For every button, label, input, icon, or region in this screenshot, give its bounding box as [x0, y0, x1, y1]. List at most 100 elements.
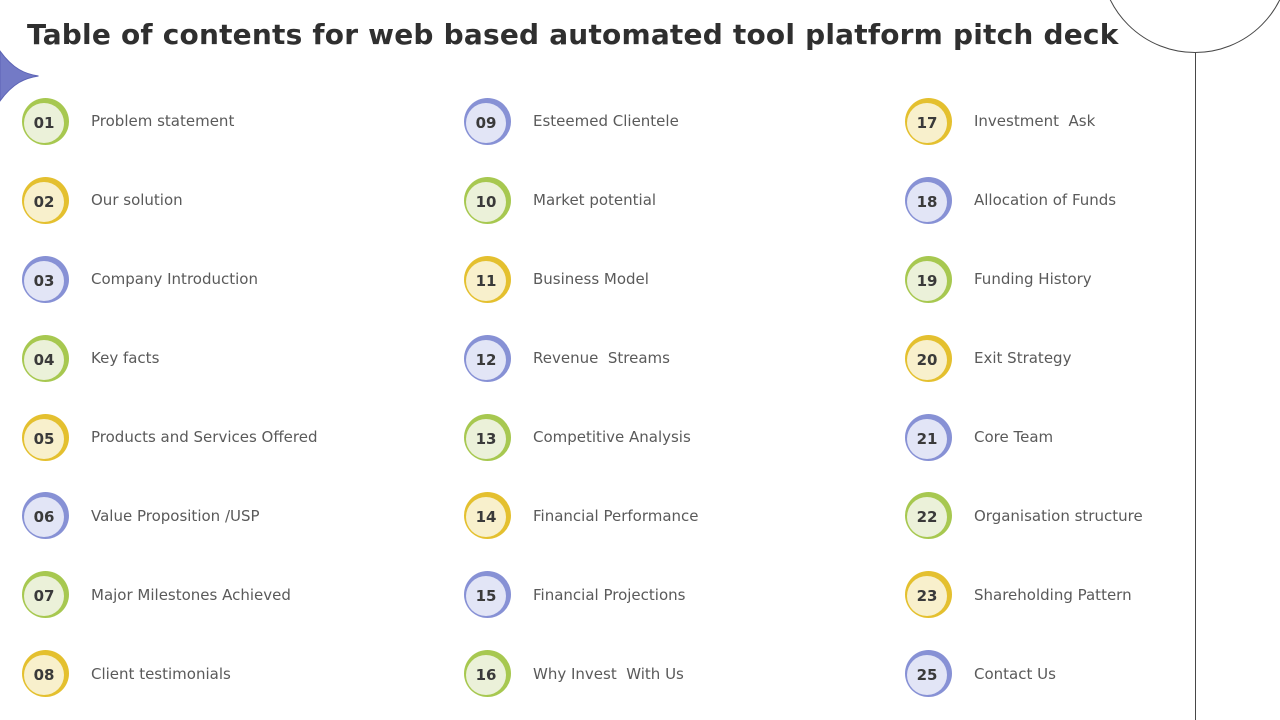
- item-label: Products and Services Offered: [91, 428, 318, 446]
- item-number-badge: 05: [22, 413, 69, 461]
- item-number-badge: 15: [464, 571, 511, 619]
- item-label: Value Proposition /USP: [91, 506, 260, 525]
- item-number: 09: [475, 113, 497, 132]
- toc-column-3: 17 Investment Ask 18 Allocation of Funds…: [905, 82, 1185, 713]
- item-number-badge: 03: [22, 255, 69, 303]
- accent-arrow-path: [0, 50, 39, 102]
- item-number-badge-fill: 11: [466, 260, 506, 301]
- toc-item-23[interactable]: 23 Shareholding Pattern: [905, 555, 1185, 634]
- item-label: Competitive Analysis: [533, 428, 691, 446]
- item-number-badge: 17: [905, 97, 952, 145]
- item-number: 01: [33, 113, 55, 132]
- toc-item-10[interactable]: 10 Market potential: [464, 161, 884, 240]
- toc-item-16[interactable]: 16 Why Invest With Us: [464, 634, 884, 713]
- item-number: 07: [33, 587, 55, 606]
- item-number: 03: [33, 271, 55, 290]
- item-number: 13: [475, 429, 497, 448]
- item-number-badge-fill: 08: [24, 655, 64, 696]
- item-number-badge-fill: 09: [466, 102, 506, 143]
- toc-item-17[interactable]: 17 Investment Ask: [905, 82, 1185, 161]
- item-number-badge: 16: [464, 650, 511, 698]
- toc-item-06[interactable]: 06 Value Proposition /USP: [22, 476, 442, 555]
- toc-item-22[interactable]: 22 Organisation structure: [905, 476, 1185, 555]
- item-number-badge: 02: [22, 176, 69, 224]
- toc-item-25[interactable]: 25 Contact Us: [905, 634, 1185, 713]
- item-number-badge-fill: 25: [907, 655, 947, 696]
- item-number-badge: 09: [464, 97, 511, 145]
- item-number: 20: [916, 350, 938, 369]
- item-number-badge: 07: [22, 571, 69, 619]
- item-label: Company Introduction: [91, 270, 258, 289]
- item-number-badge: 22: [905, 492, 952, 540]
- toc-item-01[interactable]: 01 Problem statement: [22, 82, 442, 161]
- item-label: Client testimonials: [91, 664, 231, 683]
- item-number: 19: [916, 271, 938, 290]
- item-number-badge-fill: 13: [466, 418, 506, 459]
- item-label: Revenue Streams: [533, 349, 670, 368]
- toc-item-07[interactable]: 07 Major Milestones Achieved: [22, 555, 442, 634]
- item-label: Our solution: [91, 191, 183, 210]
- toc-item-12[interactable]: 12 Revenue Streams: [464, 319, 884, 398]
- item-label: Exit Strategy: [974, 349, 1072, 368]
- toc-column-1: 01 Problem statement 02 Our solution 03 …: [22, 82, 442, 713]
- item-number-badge-fill: 05: [24, 418, 64, 459]
- toc-item-03[interactable]: 03 Company Introduction: [22, 240, 442, 319]
- item-label: Funding History: [974, 270, 1092, 289]
- item-number: 16: [475, 666, 497, 685]
- item-number-badge-fill: 20: [907, 339, 947, 380]
- toc-item-09[interactable]: 09 Esteemed Clientele: [464, 82, 884, 161]
- toc-item-18[interactable]: 18 Allocation of Funds: [905, 161, 1185, 240]
- toc-item-04[interactable]: 04 Key facts: [22, 319, 442, 398]
- item-number-badge: 01: [22, 97, 69, 145]
- toc-item-05[interactable]: 05 Products and Services Offered: [22, 398, 442, 477]
- toc-column-2: 09 Esteemed Clientele 10 Market potentia…: [464, 82, 884, 713]
- item-label: Market potential: [533, 191, 657, 210]
- item-number-badge: 19: [905, 255, 952, 303]
- item-number: 21: [916, 429, 938, 448]
- item-number-badge-fill: 18: [907, 181, 947, 222]
- item-number: 05: [33, 429, 55, 448]
- item-number-badge-fill: 15: [466, 576, 506, 617]
- item-number-badge-fill: 12: [466, 339, 506, 380]
- toc-item-02[interactable]: 02 Our solution: [22, 161, 442, 240]
- item-number-badge-fill: 04: [24, 339, 64, 380]
- toc-item-11[interactable]: 11 Business Model: [464, 240, 884, 319]
- toc-item-13[interactable]: 13 Competitive Analysis: [464, 398, 884, 477]
- item-number-badge: 25: [905, 650, 952, 698]
- page-title: Table of contents for web based automate…: [27, 18, 1119, 51]
- toc-item-08[interactable]: 08 Client testimonials: [22, 634, 442, 713]
- toc-item-20[interactable]: 20 Exit Strategy: [905, 319, 1185, 398]
- item-number-badge-fill: 16: [466, 655, 506, 696]
- item-number-badge-fill: 02: [24, 181, 64, 222]
- item-number: 25: [916, 666, 938, 685]
- item-number-badge-fill: 21: [907, 418, 947, 459]
- toc-item-15[interactable]: 15 Financial Projections: [464, 555, 884, 634]
- item-number-badge-fill: 10: [466, 181, 506, 222]
- item-number-badge-fill: 01: [24, 102, 64, 143]
- item-label: Esteemed Clientele: [533, 112, 679, 131]
- item-number: 02: [33, 192, 55, 211]
- item-number-badge: 21: [905, 413, 952, 461]
- item-label: Core Team: [974, 428, 1054, 446]
- item-label: Major Milestones Achieved: [91, 585, 291, 604]
- item-number: 14: [475, 508, 497, 527]
- item-number: 10: [475, 192, 497, 211]
- item-number: 22: [916, 508, 938, 527]
- item-number-badge: 12: [464, 334, 511, 382]
- item-label: Business Model: [533, 270, 649, 289]
- accent-arrow-icon: [0, 50, 39, 102]
- item-number: 04: [33, 350, 55, 369]
- item-label: Key facts: [91, 349, 160, 368]
- item-number: 18: [916, 192, 938, 211]
- item-number: 11: [475, 271, 497, 290]
- toc-item-21[interactable]: 21 Core Team: [905, 398, 1185, 477]
- item-number-badge: 14: [464, 492, 511, 540]
- item-number: 17: [916, 113, 938, 132]
- item-label: Why Invest With Us: [533, 664, 684, 683]
- toc-item-14[interactable]: 14 Financial Performance: [464, 476, 884, 555]
- toc-item-19[interactable]: 19 Funding History: [905, 240, 1185, 319]
- item-number: 08: [33, 666, 55, 685]
- item-number: 15: [475, 587, 497, 606]
- item-label: Investment Ask: [974, 112, 1096, 131]
- item-number: 06: [33, 508, 55, 527]
